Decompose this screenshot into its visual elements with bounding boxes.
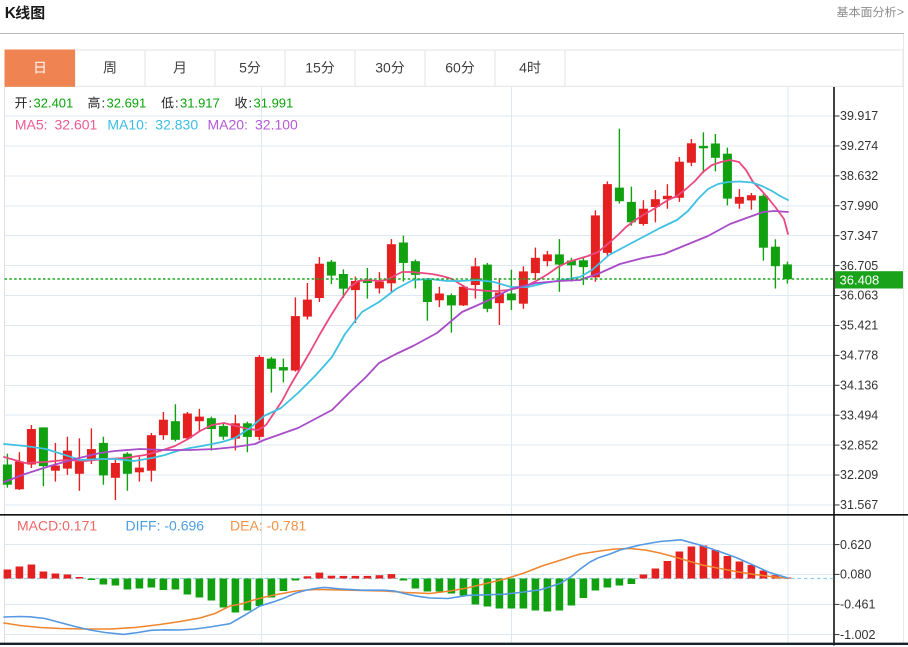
svg-text:15: 15: [305, 60, 321, 76]
svg-text:31.991: 31.991: [254, 96, 294, 111]
svg-text:-0.461: -0.461: [840, 598, 875, 612]
svg-text:60: 60: [445, 60, 461, 76]
svg-text:31.917: 31.917: [180, 96, 220, 111]
svg-text:DEA: -0.781: DEA: -0.781: [230, 518, 306, 534]
svg-text:30: 30: [375, 60, 391, 76]
svg-text:32.401: 32.401: [34, 96, 74, 111]
svg-text:0.080: 0.080: [840, 568, 871, 582]
svg-text:32.100: 32.100: [255, 117, 298, 133]
svg-text:36.408: 36.408: [840, 273, 880, 288]
svg-text:31.567: 31.567: [840, 498, 878, 512]
svg-text::: :: [175, 96, 179, 111]
svg-text:36.705: 36.705: [840, 259, 878, 273]
svg-text:0.620: 0.620: [840, 538, 871, 552]
svg-text:35.421: 35.421: [840, 319, 878, 333]
svg-text:MA20:: MA20:: [208, 117, 248, 133]
svg-text:39.274: 39.274: [840, 139, 878, 153]
svg-text:36.063: 36.063: [840, 289, 878, 303]
svg-text:MACD:0.171: MACD:0.171: [17, 518, 97, 534]
svg-text:32.852: 32.852: [840, 438, 878, 452]
svg-text:K: K: [5, 5, 17, 22]
svg-text:5: 5: [239, 60, 247, 76]
svg-text:37.990: 37.990: [840, 199, 878, 213]
svg-text:4: 4: [519, 60, 527, 76]
svg-text:32.830: 32.830: [155, 117, 198, 133]
svg-text:33.494: 33.494: [840, 408, 878, 422]
svg-text:38.632: 38.632: [840, 169, 878, 183]
svg-text:34.778: 34.778: [840, 349, 878, 363]
svg-text:MA10:: MA10:: [107, 117, 147, 133]
svg-text::: :: [102, 96, 106, 111]
svg-text:32.691: 32.691: [107, 96, 147, 111]
svg-text:DIFF: -0.696: DIFF: -0.696: [126, 518, 205, 534]
svg-text::: :: [29, 96, 33, 111]
svg-text:-1.002: -1.002: [840, 628, 875, 642]
svg-text:>: >: [897, 5, 904, 19]
svg-text:39.917: 39.917: [840, 109, 878, 123]
svg-text:32.209: 32.209: [840, 468, 878, 482]
svg-text:MA5:: MA5:: [15, 117, 48, 133]
svg-text:34.136: 34.136: [840, 379, 878, 393]
svg-text:32.601: 32.601: [55, 117, 98, 133]
svg-text:37.347: 37.347: [840, 229, 878, 243]
svg-text::: :: [249, 96, 253, 111]
